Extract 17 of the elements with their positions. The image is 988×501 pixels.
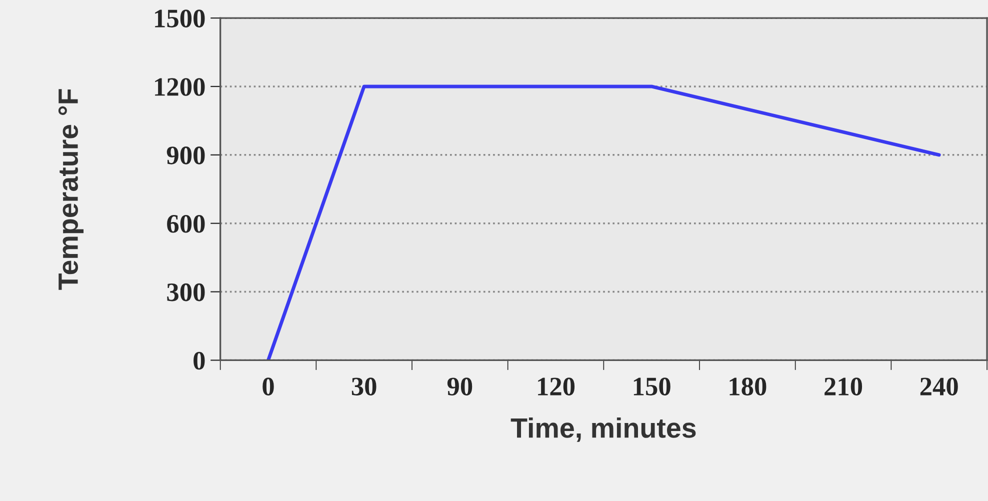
y-tick-label: 600 <box>167 214 205 233</box>
x-tick-label: 240 <box>920 378 958 396</box>
x-tick-label: 90 <box>447 378 472 396</box>
x-tick-label: 30 <box>352 378 376 396</box>
y-tick-label: 900 <box>166 146 205 164</box>
line-series <box>266 84 941 360</box>
y-tick-label: 1200 <box>155 78 205 96</box>
y-axis-title: Temperature °F <box>58 89 84 290</box>
x-tick-label: 150 <box>634 378 670 396</box>
x-tick-label: 180 <box>730 378 766 396</box>
x-tick-label: 0 <box>262 378 274 396</box>
x-tick-label: 210 <box>824 378 862 396</box>
y-tick-label: 0 <box>194 352 205 370</box>
x-axis-title: Time, minutes <box>510 417 696 442</box>
y-tick-label: 300 <box>167 283 205 302</box>
x-tick-label: 120 <box>538 378 575 396</box>
y-tick-label: 1500 <box>155 10 205 28</box>
